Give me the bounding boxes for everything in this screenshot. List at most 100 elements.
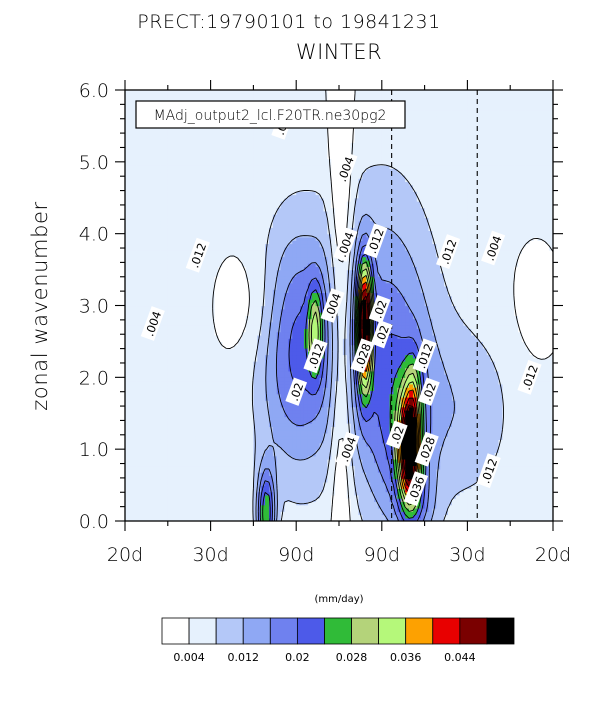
contour-cell [144,387,149,391]
contour-cell [296,481,301,486]
contour-cell [401,409,406,414]
contour-cell [529,472,535,476]
contour-cell [502,400,507,405]
contour-cell [315,423,321,427]
contour-cell [346,383,352,388]
contour-cell [206,387,212,391]
contour-cell [265,504,270,509]
contour-cell [152,468,157,473]
contour-cell [490,449,496,454]
contour-cell [296,455,301,460]
contour-cell [303,419,309,424]
contour-cell [331,396,336,401]
contour-cell [191,406,196,411]
contour-cell [311,494,317,499]
contour-cell [362,387,367,391]
contour-cell [257,494,262,499]
contour-cell [136,380,142,385]
contour-cell [354,419,360,424]
contour-cell [136,485,142,489]
contour-cell [265,514,270,519]
contour-cell [479,409,484,414]
contour-cell [156,396,161,401]
contour-cell [475,481,480,486]
contour-cell [339,390,344,395]
contour-cell [300,400,305,405]
contour-cell [323,504,328,509]
contour-cell [533,468,539,473]
contour-cell [444,400,449,405]
contour-cell [198,501,204,506]
contour-cell [467,432,472,437]
contour-cell [545,511,550,516]
contour-cell [253,436,258,440]
contour-cell [362,481,367,486]
contour-cell [549,374,553,378]
contour-cell [455,393,461,398]
contour-cell [144,429,149,434]
contour-cell [405,396,410,401]
contour-cell [272,377,278,382]
contour-cell [498,504,504,509]
contour-cell [405,458,410,463]
contour-cell [502,419,507,424]
contour-cell [171,491,177,496]
contour-cell [261,419,266,424]
contour-cell [549,390,553,395]
contour-cell [354,462,360,467]
contour-cell [482,406,488,411]
contour-cell [342,517,348,521]
contour-cell [479,377,484,382]
contour-cell [128,449,134,454]
contour-cell [198,507,204,512]
contour-cell [179,449,184,454]
contour-cell [268,393,274,398]
contour-cell [191,390,196,395]
contour-cell [514,504,519,509]
contour-cell [498,380,504,385]
contour-cell [440,498,445,503]
contour-cell [514,452,519,457]
contour-cell [440,419,445,424]
contour-cell [307,468,313,473]
contour-cell [490,403,496,408]
contour-cell [125,458,130,463]
contour-cell [545,380,550,385]
contour-cell [358,472,363,476]
contour-cell [206,406,212,411]
contour-cell [498,478,504,483]
contour-cell [175,498,181,503]
contour-cell [339,380,344,385]
contour-cell [230,517,235,521]
contour-cell [432,449,437,454]
contour-cell [125,416,130,421]
contour-cell [377,416,383,421]
contour-cell [222,511,227,516]
contour-cell [319,472,325,476]
contour-cell [447,377,453,382]
contour-cell [218,458,223,463]
contour-cell [545,458,550,463]
contour-cell [447,445,453,450]
contour-cell [451,511,457,516]
contour-cell [405,517,410,521]
contour-cell [144,419,149,424]
contour-cell [167,504,173,509]
contour-cell [218,429,223,434]
contour-cell [428,517,433,521]
contour-cell [272,400,278,405]
contour-cell [152,403,157,408]
contour-cell [529,458,535,463]
contour-cell [467,481,472,486]
contour-cell [393,468,398,473]
contour-cell [335,390,340,395]
contour-cell [339,423,344,427]
contour-cell [272,465,278,470]
contour-cell [307,423,313,427]
contour-cell [525,403,531,408]
contour-cell [268,400,274,405]
contour-cell [537,472,542,476]
contour-cell [459,390,465,395]
contour-cell [498,455,504,460]
contour-cell [136,383,142,388]
